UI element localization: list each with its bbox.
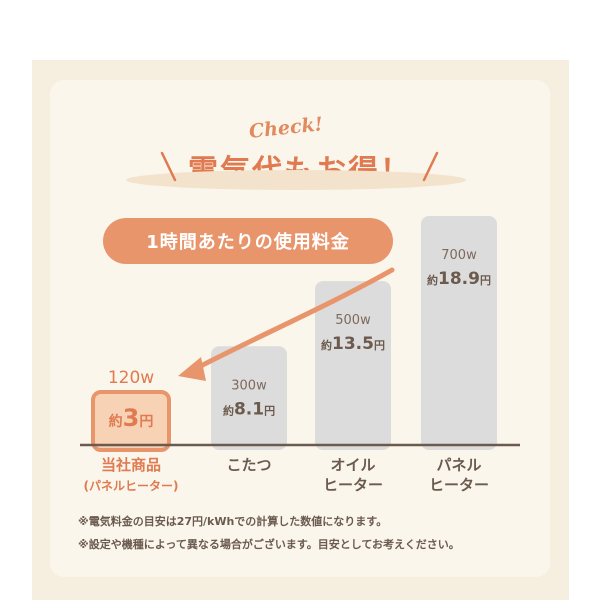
cost-label-2: 約13.5円 [321, 334, 385, 354]
power-label-0: 120w [108, 368, 154, 388]
title-decor [126, 151, 466, 190]
category-label-0: 当社商品 [101, 456, 161, 474]
title-slash-right [422, 151, 439, 182]
cost-label-3: 約18.9円 [427, 269, 491, 289]
category-sublabel-2: ヒーター [323, 476, 383, 494]
title-underline [126, 170, 466, 190]
category-label-2: オイル [330, 456, 375, 474]
power-label-3: 700w [441, 248, 477, 263]
note-2: ※設定や機種によって異なる場合がございます。目安としてお考えください。 [78, 538, 460, 551]
cost-label-1: 約8.1円 [223, 399, 275, 419]
category-label-3: パネル [436, 456, 481, 474]
power-label-1: 300w [231, 378, 267, 393]
cost-label-0: 約3円 [109, 404, 154, 432]
bar-3 [421, 216, 497, 450]
note-1: ※電気料金の目安は27円/kWhでの計算した数値になります。 [78, 515, 388, 528]
category-label-1: こたつ [226, 456, 271, 474]
category-sublabel-3: ヒーター [429, 476, 489, 494]
arrow-shaft [190, 267, 395, 373]
bar-2 [315, 281, 391, 450]
arrow-head [178, 357, 206, 381]
bar-1 [211, 346, 287, 450]
category-sublabel-0: (パネルヒーター) [84, 479, 179, 493]
power-label-2: 500w [335, 313, 371, 328]
subtitle-pill: 1時間あたりの使用料金 [103, 218, 393, 264]
title-slash-left [160, 151, 177, 182]
bar-0 [91, 390, 171, 452]
